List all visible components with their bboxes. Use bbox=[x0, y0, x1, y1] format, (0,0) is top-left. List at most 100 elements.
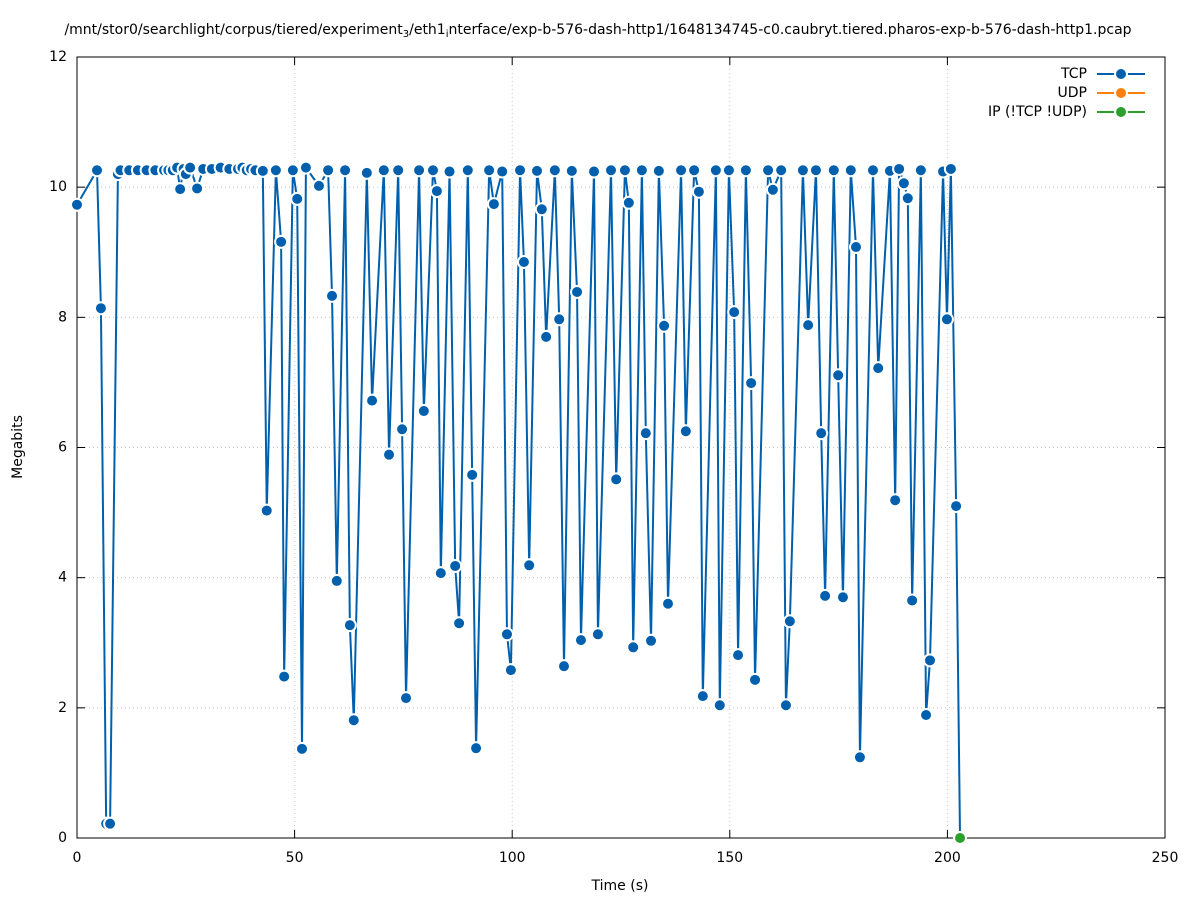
point bbox=[452, 616, 467, 631]
legend-label: IP (!TCP !UDP) bbox=[988, 104, 1087, 120]
point bbox=[391, 163, 406, 178]
title-part: /mnt/stor0/searchlight/corpus/tiered/exp… bbox=[64, 22, 403, 38]
point bbox=[70, 197, 84, 212]
point bbox=[547, 163, 562, 178]
series-line bbox=[76, 164, 962, 839]
point bbox=[644, 633, 659, 648]
point bbox=[399, 691, 414, 706]
point bbox=[425, 163, 440, 178]
point bbox=[939, 312, 954, 327]
point bbox=[325, 288, 340, 303]
point bbox=[274, 234, 289, 249]
point bbox=[311, 178, 326, 193]
point bbox=[795, 163, 810, 178]
point bbox=[469, 741, 484, 756]
title-part: /eth1 bbox=[409, 22, 446, 38]
point bbox=[919, 707, 934, 722]
chart-title: /mnt/stor0/searchlight/corpus/tiered/exp… bbox=[64, 22, 1131, 40]
point bbox=[913, 163, 928, 178]
point bbox=[513, 163, 528, 178]
point bbox=[712, 698, 727, 713]
point bbox=[359, 165, 374, 180]
point bbox=[183, 160, 198, 175]
plot-border bbox=[76, 56, 1166, 839]
point bbox=[801, 318, 816, 333]
point bbox=[534, 202, 549, 217]
title-part: 3 bbox=[403, 29, 409, 40]
point bbox=[587, 164, 602, 179]
point bbox=[814, 426, 829, 441]
y-tick-label: 2 bbox=[58, 700, 67, 716]
point bbox=[465, 467, 480, 482]
point bbox=[721, 163, 736, 178]
point bbox=[342, 618, 357, 633]
point bbox=[765, 182, 780, 197]
point bbox=[93, 301, 108, 316]
point bbox=[590, 627, 605, 642]
point bbox=[865, 163, 880, 178]
x-axis-label: Time (s) bbox=[591, 878, 649, 894]
point bbox=[277, 669, 292, 684]
point bbox=[285, 163, 300, 178]
point bbox=[552, 312, 567, 327]
legend-label: UDP bbox=[1058, 85, 1087, 101]
x-tick-label: 250 bbox=[1152, 850, 1179, 866]
point bbox=[539, 329, 554, 344]
point bbox=[486, 197, 501, 212]
y-tick-label: 12 bbox=[49, 49, 67, 65]
point bbox=[953, 831, 968, 845]
y-axis-label: Megabits bbox=[10, 415, 26, 479]
point bbox=[634, 163, 649, 178]
point bbox=[338, 163, 353, 178]
point bbox=[603, 163, 618, 178]
point bbox=[888, 493, 903, 508]
point bbox=[782, 614, 797, 629]
point bbox=[573, 633, 588, 648]
point bbox=[294, 741, 309, 756]
legend-label: TCP bbox=[1060, 66, 1087, 82]
point bbox=[499, 627, 514, 642]
point bbox=[321, 163, 336, 178]
point bbox=[429, 184, 444, 199]
point bbox=[395, 422, 410, 437]
point bbox=[442, 164, 457, 179]
title-part: nterface/exp-b-576-dash-http1/1648134745… bbox=[449, 22, 1132, 38]
point bbox=[744, 376, 759, 391]
point bbox=[190, 181, 205, 196]
point bbox=[843, 163, 858, 178]
point bbox=[482, 163, 497, 178]
x-tick-label: 150 bbox=[716, 850, 743, 866]
point bbox=[892, 161, 907, 176]
x-tick-label: 100 bbox=[499, 850, 526, 866]
y-tick-label: 0 bbox=[58, 830, 67, 846]
point bbox=[570, 284, 585, 299]
point bbox=[687, 163, 702, 178]
point bbox=[298, 160, 313, 175]
point bbox=[905, 593, 920, 608]
point bbox=[922, 653, 937, 668]
point bbox=[564, 163, 579, 178]
point bbox=[651, 163, 666, 178]
point bbox=[657, 318, 672, 333]
point bbox=[346, 713, 361, 728]
point bbox=[433, 566, 448, 581]
point bbox=[674, 163, 689, 178]
point bbox=[329, 573, 344, 588]
point bbox=[522, 558, 537, 573]
point bbox=[774, 163, 789, 178]
point bbox=[516, 255, 531, 270]
point bbox=[503, 663, 518, 678]
point bbox=[556, 659, 571, 674]
y-tick-label: 10 bbox=[49, 179, 67, 195]
title-part: i bbox=[446, 29, 449, 40]
point bbox=[691, 184, 706, 199]
x-tick-label: 0 bbox=[73, 850, 82, 866]
point bbox=[290, 191, 305, 206]
point bbox=[727, 305, 742, 320]
point bbox=[530, 163, 545, 178]
legend-marker bbox=[1114, 105, 1128, 119]
point bbox=[852, 750, 867, 765]
point bbox=[268, 163, 283, 178]
legend-marker bbox=[1114, 67, 1128, 81]
